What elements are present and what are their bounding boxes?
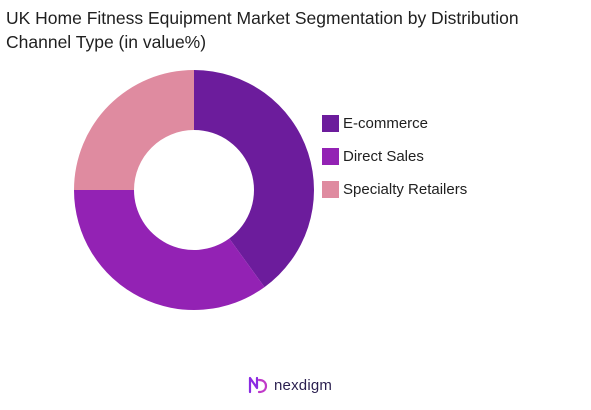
legend-swatch [322, 147, 339, 165]
legend-item: E-commerce [322, 113, 467, 133]
nexdigm-logo-icon [248, 376, 268, 394]
donut-slice-specialty-retailers [74, 70, 194, 190]
brand-logo: nexdigm [247, 374, 332, 396]
legend-swatch [322, 114, 339, 132]
legend-swatch [322, 180, 339, 198]
legend-label: Direct Sales [343, 147, 424, 165]
chart-legend: E-commerce Direct Sales Specialty Retailer… [322, 113, 467, 212]
legend-label: Specialty Retailers [343, 180, 468, 198]
chart-title: UK Home Fitness Equipment Market Segment… [6, 8, 519, 52]
legend-item: Specialty Retailers [322, 179, 467, 199]
donut-slice-direct-sales [74, 190, 265, 311]
brand-name: nexdigm [274, 376, 333, 394]
legend-label: E-commerce [343, 114, 429, 132]
donut-slice-e-commerce [194, 70, 315, 288]
legend-item: Direct Sales [322, 146, 467, 166]
